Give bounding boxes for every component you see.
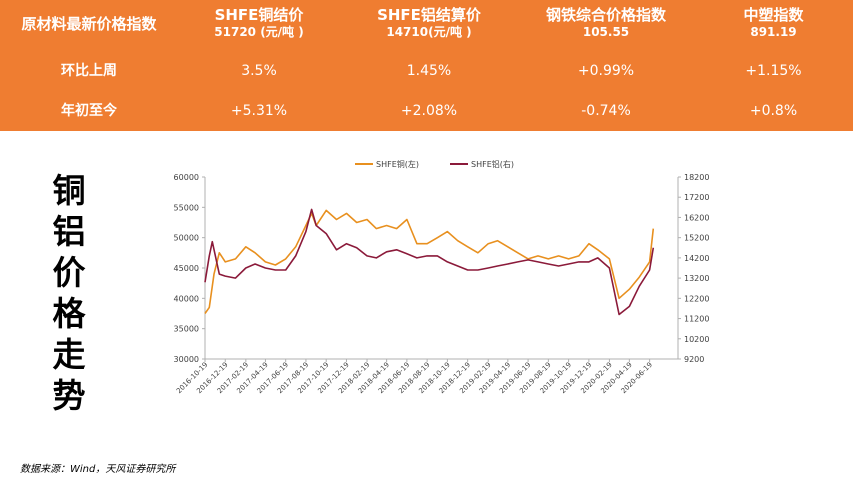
y-left-tick-label: 35000: [174, 325, 199, 334]
header-aluminum-value: 14710(元/吨 ): [386, 25, 472, 39]
row-label-week: 环比上周: [61, 63, 117, 79]
y-right-tick-label: 11200: [684, 315, 709, 324]
side-title-char: 铝: [52, 212, 86, 251]
row-ytd-aluminum: +2.08%: [400, 103, 458, 119]
header-plastic-index: 中塑指数: [743, 6, 804, 24]
header-aluminum-price: SHFE铝结算价: [377, 6, 481, 24]
y-right-tick-label: 16200: [684, 213, 709, 222]
aluminum-series-line: [204, 208, 655, 316]
y-left-tick-label: 50000: [174, 234, 199, 243]
header-plastic-value: 891.19: [750, 25, 797, 39]
y-left-tick-label: 45000: [174, 264, 199, 273]
side-title-char: 走: [52, 335, 86, 374]
side-title-char: 势: [52, 376, 86, 415]
row-week-plastic: +1.15%: [745, 63, 802, 79]
y-right-tick-label: 17200: [684, 193, 709, 202]
legend-label: SHFE铜(左): [376, 159, 419, 169]
y-right-tick-label: 14200: [684, 254, 709, 263]
source-note: 数据来源：Wind，天风证券研究所: [20, 464, 176, 475]
row-week-copper: 3.5%: [241, 63, 277, 79]
header-steel-value: 105.55: [582, 25, 630, 39]
y-right-tick-label: 15200: [684, 234, 709, 243]
header-copper-price: SHFE铜结价: [214, 6, 304, 24]
row-ytd-plastic: +0.8%: [749, 103, 798, 119]
side-title-char: 格: [52, 294, 86, 333]
row-ytd-copper: +5.31%: [230, 103, 288, 119]
row-week-aluminum: 1.45%: [406, 63, 452, 79]
header-title: 原材料最新价格指数: [21, 15, 157, 33]
side-title-char: 铜: [52, 171, 86, 210]
price-line-chart: 30000 35000 40000 45000 50000 55000 60000 9200 1…: [174, 159, 710, 395]
header-copper-value: 51720 (元/吨 ): [214, 25, 304, 39]
y-right-tick-label: 13200: [684, 274, 709, 283]
y-right-tick-label: 12200: [684, 294, 709, 303]
y-right-tick-label: 18200: [684, 173, 709, 182]
row-week-steel: +0.99%: [577, 63, 635, 79]
y-left-tick-label: 55000: [174, 203, 199, 212]
row-ytd-steel: -0.74%: [581, 103, 631, 119]
y-left-tick-label: 30000: [174, 355, 199, 364]
y-left-tick-label: 40000: [174, 294, 199, 303]
y-left-tick-label: 60000: [174, 173, 199, 182]
legend-label: SHFE铝(右): [471, 159, 514, 169]
price-index-banner: 原材料最新价格指数 SHFE铜结价 51720 (元/吨 ) SHFE铝结算价 …: [0, 0, 853, 131]
side-title: 铜 铝 价 格 走 势: [44, 170, 94, 416]
copper-series-line: [204, 209, 655, 314]
y-right-tick-label: 10200: [684, 335, 709, 344]
header-steel-index: 钢铁综合价格指数: [545, 6, 666, 24]
side-title-char: 价: [52, 253, 86, 292]
y-right-tick-label: 9200: [684, 355, 704, 364]
row-label-ytd: 年初至今: [61, 103, 117, 119]
